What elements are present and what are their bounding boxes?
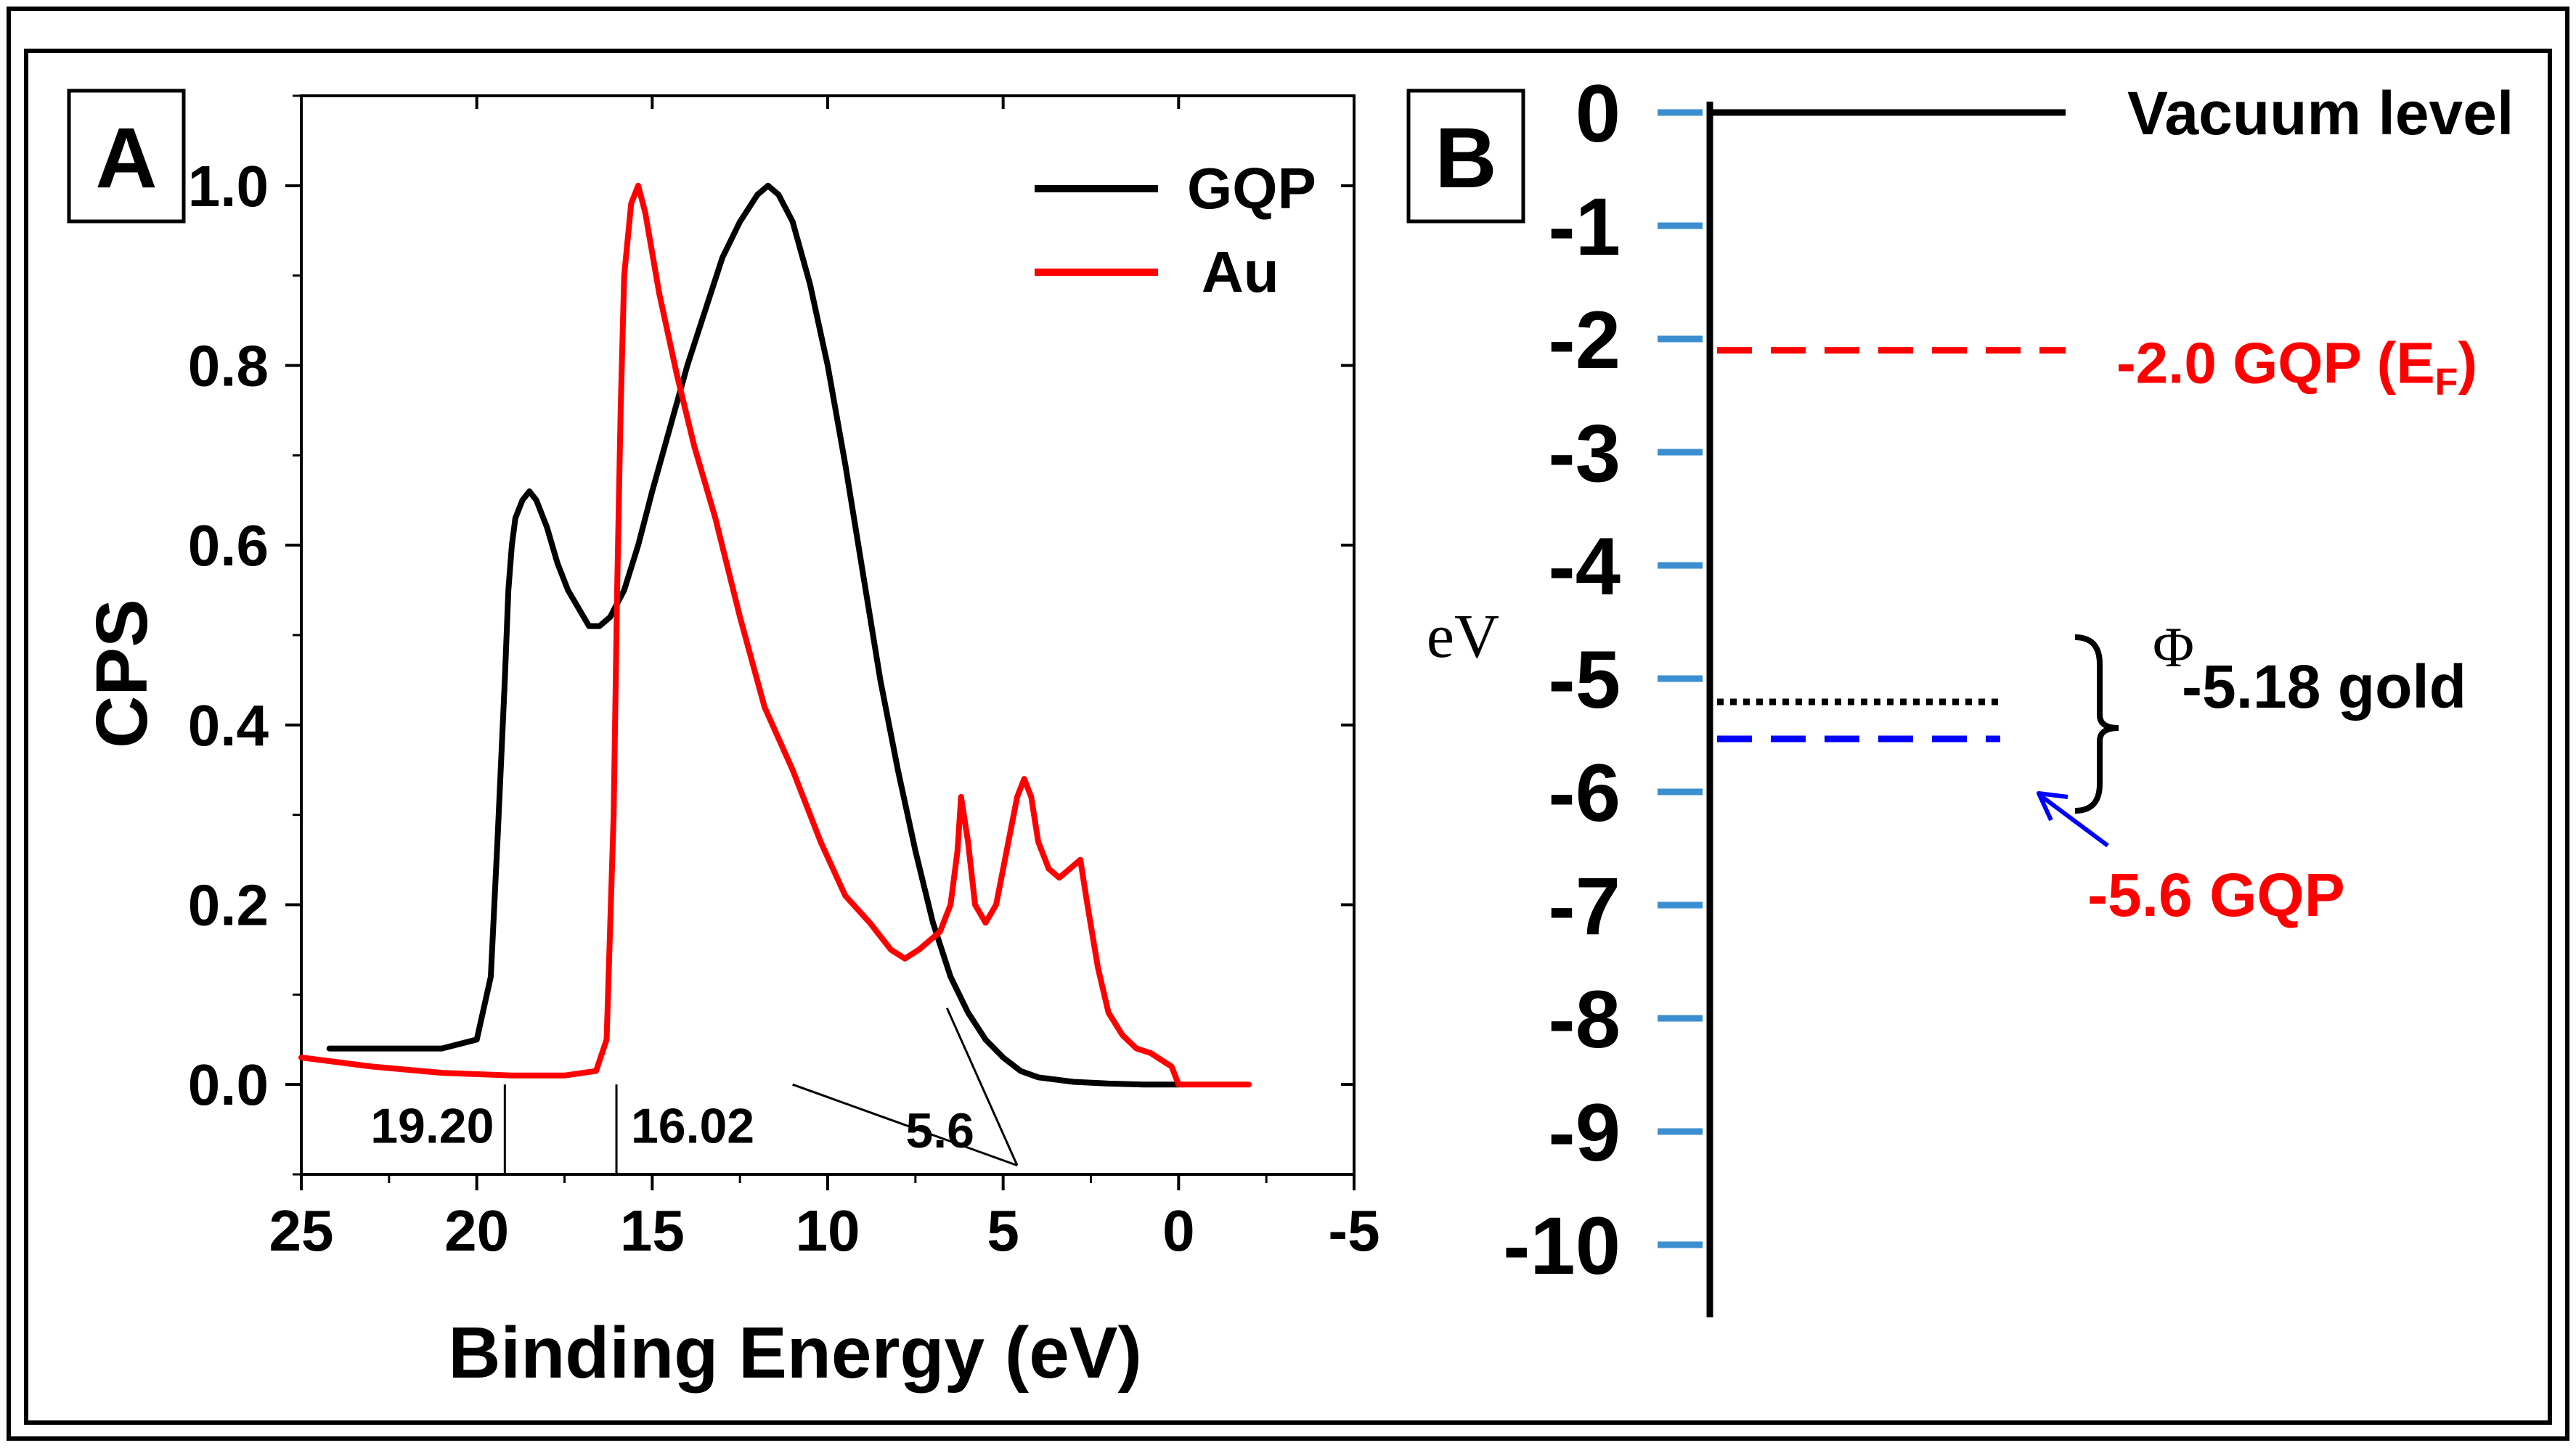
energy-tick-label: -10 — [1503, 1200, 1621, 1291]
plot-a-series — [298, 182, 1252, 1088]
x-tick-label: 15 — [620, 1198, 685, 1263]
y-tick-label: 0.6 — [188, 513, 269, 578]
energy-tick-label: -6 — [1548, 748, 1621, 838]
panel-a: A 25 20 15 10 5 0 -5 0.0 0.2 0.4 0.6 0.8 1.0 19.20 16… — [67, 89, 1380, 1394]
outer-frame — [7, 7, 2569, 1441]
tangent-baseline — [792, 1083, 1018, 1167]
energy-tick-label: -8 — [1548, 974, 1621, 1065]
energy-tick-label: -5 — [1548, 634, 1621, 725]
y-tick-label: 0.8 — [188, 334, 269, 398]
tangent-label: 5.6 — [905, 1103, 974, 1158]
vacuum-level-label: Vacuum level — [2127, 79, 2514, 147]
panel-b-label-box — [1406, 89, 1525, 224]
x-tick-label: 25 — [269, 1198, 334, 1263]
y-tick-label: 1.0 — [188, 154, 269, 218]
tangent-edge-line — [945, 1007, 1019, 1166]
x-tick-label: 5 — [987, 1198, 1019, 1263]
reference-label-16.02: 16.02 — [631, 1099, 754, 1154]
x-tick-label: 20 — [444, 1198, 509, 1263]
x-tick-label: 0 — [1162, 1198, 1195, 1263]
phi-symbol: Φ — [2153, 615, 2194, 679]
fermi-label-main: -2.0 GQP (E — [2116, 331, 2435, 396]
legend-label-gqp: GQP — [1187, 156, 1316, 221]
energy-tick-label: -4 — [1548, 521, 1621, 612]
gqp-arrow-head — [2037, 791, 2068, 822]
panel-a-label-box — [67, 89, 186, 224]
inner-frame — [24, 49, 2552, 1425]
x-tick-label: 10 — [796, 1198, 860, 1263]
gqp-arrow-shaft — [2041, 795, 2109, 848]
reference-label-19.20: 19.20 — [370, 1099, 494, 1154]
y-tick-label: 0.0 — [188, 1052, 269, 1117]
plot-a-frame — [300, 94, 1356, 1176]
panel-b: B eV 0 -1 -2 -3 -4 -5 -6 -7 -8 -9 -10 Vacuum level -… — [1406, 68, 2514, 1317]
energy-tick-label: -7 — [1548, 861, 1621, 952]
series-line-gqp — [326, 182, 1182, 1088]
energy-diagram: 0 -1 -2 -3 -4 -5 -6 -7 -8 -9 -10 Vacuum level -2.0 G… — [1503, 68, 2514, 1317]
gqp-level-label: -5.6 GQP — [2087, 861, 2345, 929]
panel-a-label: A — [95, 110, 157, 206]
x-tick-label: -5 — [1328, 1198, 1379, 1263]
y-tick-label: 0.4 — [188, 693, 269, 758]
plot-a-axes: 25 20 15 10 5 0 -5 0.0 0.2 0.4 0.6 0.8 1.0 — [188, 94, 1380, 1263]
energy-tick-label: -9 — [1548, 1087, 1621, 1178]
fermi-level-label: -2.0 GQP (EF) — [2116, 331, 2477, 404]
fermi-label-subscript: F — [2435, 361, 2458, 404]
energy-tick-label: -3 — [1548, 408, 1621, 499]
panel-b-label: B — [1435, 110, 1496, 206]
fermi-label-suffix: ) — [2458, 331, 2477, 396]
legend: GQP Au — [1035, 156, 1316, 304]
gold-level-label: -5.18 gold — [2182, 653, 2466, 721]
panel-b-y-label: eV — [1427, 601, 1499, 671]
series-line-au — [298, 182, 1252, 1088]
plot-a-reference-lines: 19.20 16.02 5.6 — [370, 1007, 1019, 1174]
work-function-brace — [2074, 634, 2119, 814]
legend-label-au: Au — [1202, 240, 1279, 304]
x-axis-title: Binding Energy (eV) — [448, 1312, 1142, 1394]
energy-tick-label: -2 — [1548, 295, 1621, 385]
energy-tick-label: -1 — [1548, 181, 1621, 272]
energy-tick-label: 0 — [1576, 68, 1621, 159]
y-axis-title: CPS — [81, 599, 163, 748]
y-tick-label: 0.2 — [188, 873, 269, 938]
